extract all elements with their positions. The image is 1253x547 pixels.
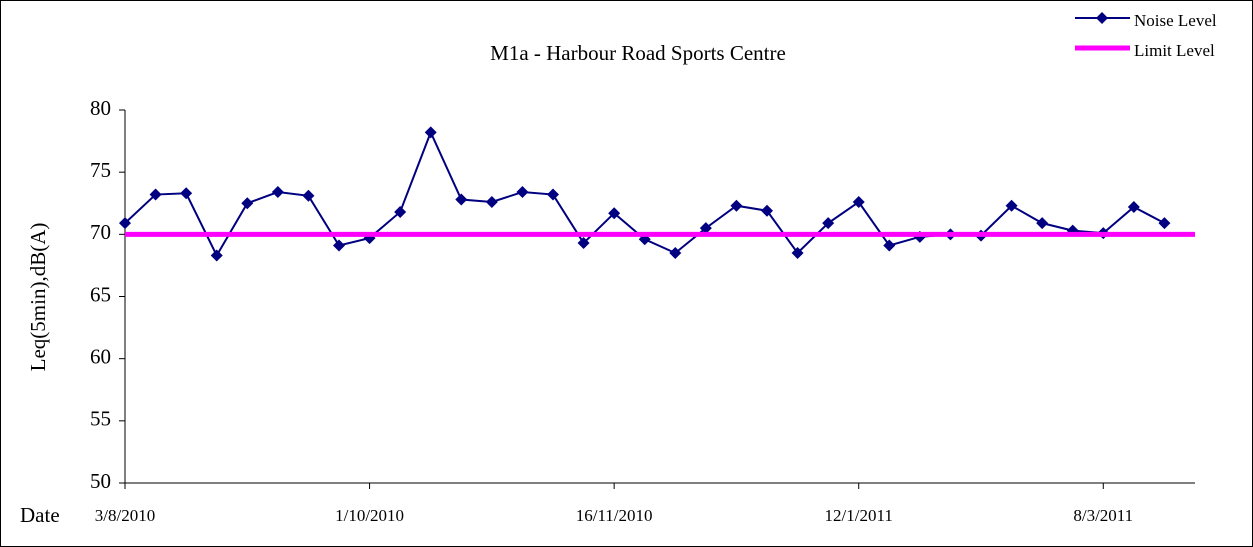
marker xyxy=(761,204,773,217)
y-tick-label: 50 xyxy=(90,469,111,493)
marker xyxy=(1127,200,1140,213)
marker xyxy=(730,199,743,212)
x-axis-label: Date xyxy=(20,503,60,527)
x-tick-label: 1/10/2010 xyxy=(335,506,404,525)
chart-title: M1a - Harbour Road Sports Centre xyxy=(490,41,786,65)
legend-marker xyxy=(1096,12,1108,24)
x-tick-label: 16/11/2010 xyxy=(576,506,653,525)
marker xyxy=(669,246,682,259)
marker xyxy=(241,197,254,210)
marker xyxy=(394,205,407,218)
marker xyxy=(547,188,559,201)
marker xyxy=(822,217,835,230)
y-tick-label: 55 xyxy=(90,407,111,431)
marker xyxy=(577,237,590,250)
marker xyxy=(424,126,437,139)
marker xyxy=(180,187,193,200)
legend-label: Noise Level xyxy=(1134,11,1217,30)
y-tick-label: 80 xyxy=(90,96,111,120)
marker xyxy=(1036,217,1049,230)
marker xyxy=(455,193,468,206)
x-tick-label: 8/3/2011 xyxy=(1073,506,1133,525)
y-tick-label: 65 xyxy=(90,282,111,306)
y-tick-label: 75 xyxy=(90,158,111,182)
marker xyxy=(1005,199,1018,212)
marker xyxy=(1158,217,1171,230)
marker xyxy=(883,239,896,252)
marker xyxy=(119,217,131,230)
legend-label: Limit Level xyxy=(1134,41,1215,60)
marker xyxy=(516,186,529,199)
y-tick-label: 60 xyxy=(90,344,111,368)
marker xyxy=(699,222,712,235)
marker xyxy=(485,196,498,209)
y-axis-label: Leq(5min),dB(A) xyxy=(26,223,50,372)
marker xyxy=(791,246,804,259)
marker xyxy=(608,207,621,220)
marker xyxy=(333,239,345,252)
x-tick-label: 12/1/2011 xyxy=(825,506,893,525)
marker xyxy=(271,186,284,199)
marker xyxy=(302,189,315,202)
marker xyxy=(210,249,223,262)
marker xyxy=(852,196,865,209)
marker xyxy=(149,188,162,201)
y-tick-label: 70 xyxy=(90,220,111,244)
x-tick-label: 3/8/2010 xyxy=(95,506,155,525)
